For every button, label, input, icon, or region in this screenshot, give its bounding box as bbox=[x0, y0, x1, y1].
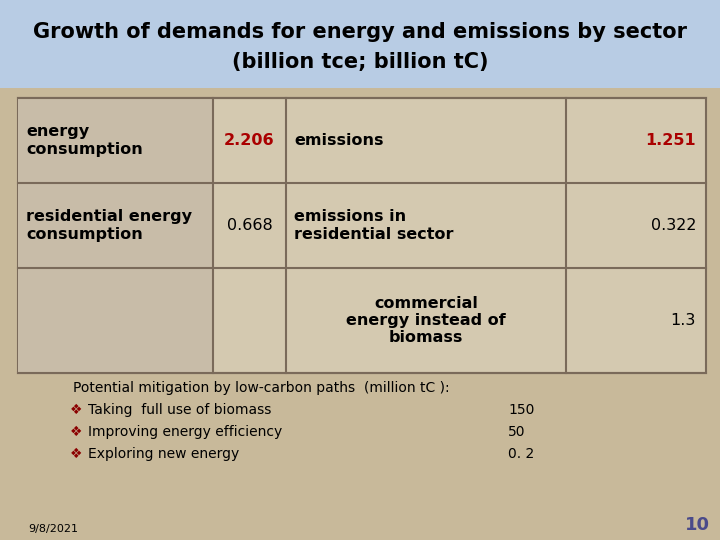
Text: Taking  full use of biomass: Taking full use of biomass bbox=[88, 403, 271, 417]
Bar bbox=[0, 0, 720, 88]
Text: 150: 150 bbox=[508, 403, 534, 417]
Text: ❖: ❖ bbox=[70, 425, 83, 439]
Text: emissions in
residential sector: emissions in residential sector bbox=[294, 210, 454, 242]
Text: Potential mitigation by low-carbon paths  (million tC ):: Potential mitigation by low-carbon paths… bbox=[73, 381, 449, 395]
Text: 1.251: 1.251 bbox=[645, 133, 696, 148]
Text: 0. 2: 0. 2 bbox=[508, 447, 534, 461]
Bar bbox=[18, 98, 213, 373]
Text: 0.668: 0.668 bbox=[227, 218, 272, 233]
Text: 50: 50 bbox=[508, 425, 526, 439]
Text: Exploring new energy: Exploring new energy bbox=[88, 447, 239, 461]
Text: ❖: ❖ bbox=[70, 403, 83, 417]
Text: 10: 10 bbox=[685, 516, 710, 534]
Text: 1.3: 1.3 bbox=[670, 313, 696, 328]
Text: 2.206: 2.206 bbox=[224, 133, 275, 148]
Text: 0.322: 0.322 bbox=[650, 218, 696, 233]
Text: energy
consumption: energy consumption bbox=[26, 124, 143, 157]
Text: commercial
energy instead of
biomass: commercial energy instead of biomass bbox=[346, 295, 506, 346]
Text: emissions: emissions bbox=[294, 133, 384, 148]
Text: residential energy
consumption: residential energy consumption bbox=[26, 210, 192, 242]
Text: Growth of demands for energy and emissions by sector: Growth of demands for energy and emissio… bbox=[33, 22, 687, 42]
Text: 9/8/2021: 9/8/2021 bbox=[28, 524, 78, 534]
Text: Improving energy efficiency: Improving energy efficiency bbox=[88, 425, 282, 439]
Bar bbox=[18, 98, 706, 373]
Text: ❖: ❖ bbox=[70, 447, 83, 461]
Text: (billion tce; billion tC): (billion tce; billion tC) bbox=[232, 52, 488, 72]
